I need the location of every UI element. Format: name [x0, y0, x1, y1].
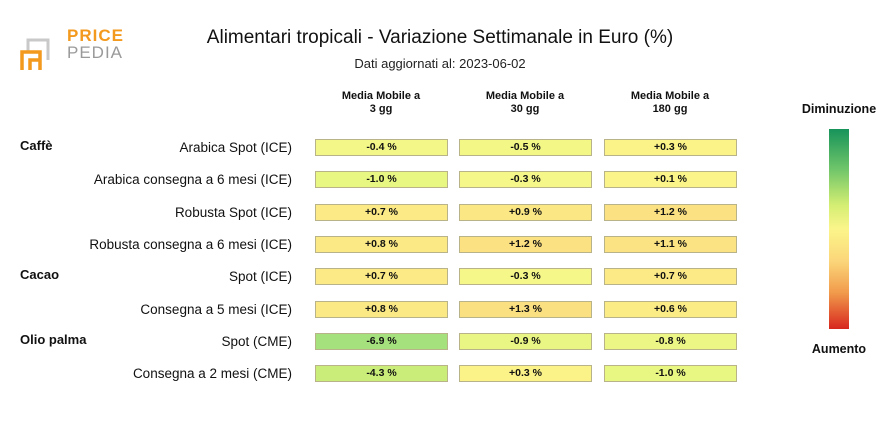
logo-text-pedia: PEDIA — [67, 43, 124, 62]
value-cell: -0.3 % — [459, 171, 592, 189]
value-cell: +1.1 % — [604, 235, 737, 253]
value-cell: +1.2 % — [604, 203, 737, 221]
value-cell: +0.1 % — [604, 171, 737, 189]
value-cell: -0.4 % — [315, 139, 448, 156]
row-label: Arabica consegna a 6 mesi (ICE) — [93, 172, 292, 188]
pricepedia-logo: PRICE PEDIA — [20, 26, 130, 74]
row-label: Spot (CME) — [221, 333, 292, 349]
value-cell: +0.8 % — [315, 235, 448, 253]
value-cell: +0.7 % — [604, 268, 737, 286]
legend-color-scale — [829, 129, 849, 329]
value-cell: -0.5 % — [459, 139, 592, 156]
row-label: Consegna a 2 mesi (CME) — [132, 366, 292, 382]
chart-subtitle: Dati aggiornati al: 2023-06-02 — [354, 56, 526, 71]
value-cell: +0.7 % — [315, 268, 448, 286]
legend-top-label: Diminuzione — [801, 102, 877, 116]
chart-title: Alimentari tropicali - Variazione Settim… — [206, 27, 674, 48]
value-cell: +0.7 % — [315, 203, 448, 221]
value-cell: -1.0 % — [604, 365, 737, 383]
value-cell: +0.6 % — [604, 300, 737, 318]
group-label: Cacao — [20, 267, 60, 283]
value-cell: -0.3 % — [459, 268, 592, 286]
value-cell: +1.2 % — [459, 235, 592, 253]
row-label: Robusta Spot (ICE) — [174, 204, 292, 220]
value-cell: -4.3 % — [315, 365, 448, 383]
row-label: Consegna a 5 mesi (ICE) — [140, 301, 292, 317]
column-header: Media Mobile a 30 gg — [485, 90, 565, 115]
row-label: Arabica Spot (ICE) — [179, 140, 292, 155]
legend-bottom-label: Aumento — [811, 342, 867, 356]
value-cell: -0.8 % — [604, 332, 737, 350]
value-cell: -0.9 % — [459, 332, 592, 350]
value-cell: -1.0 % — [315, 171, 448, 189]
value-cell: +0.3 % — [459, 365, 592, 383]
column-header: Media Mobile a 3 gg — [341, 90, 421, 115]
value-cell: +0.3 % — [604, 139, 737, 156]
value-cell: -6.9 % — [315, 332, 448, 350]
row-label: Robusta consegna a 6 mesi (ICE) — [89, 236, 292, 252]
row-label: Spot (ICE) — [228, 269, 292, 285]
group-label: Olio palma — [20, 331, 87, 347]
logo-mark-icon — [20, 38, 50, 70]
value-cell: +1.3 % — [459, 300, 592, 318]
value-cell: +0.8 % — [315, 300, 448, 318]
group-label: Caffè — [20, 138, 53, 153]
column-header: Media Mobile a 180 gg — [630, 90, 710, 115]
value-cell: +0.9 % — [459, 203, 592, 221]
logo-text-price: PRICE — [67, 26, 124, 45]
